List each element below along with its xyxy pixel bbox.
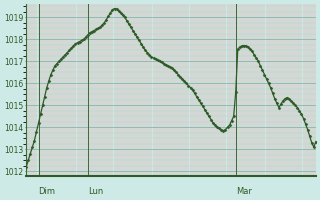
Text: Mar: Mar xyxy=(236,187,252,196)
Text: Lun: Lun xyxy=(88,187,103,196)
Text: Dim: Dim xyxy=(38,187,55,196)
